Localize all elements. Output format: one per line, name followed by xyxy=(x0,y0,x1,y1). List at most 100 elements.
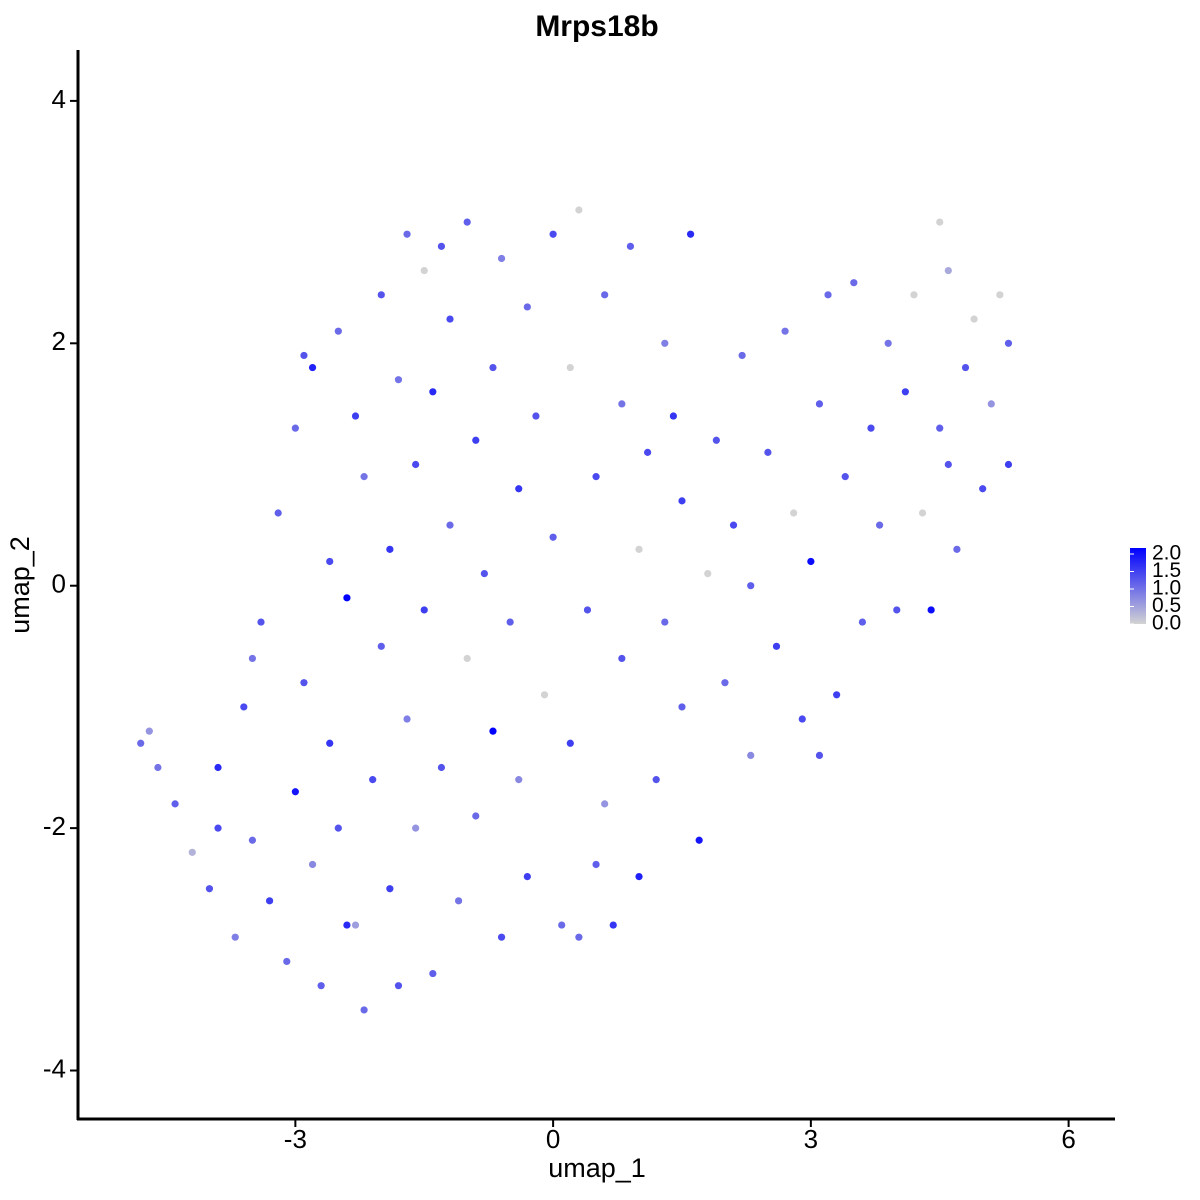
y-tick-label: 2 xyxy=(52,326,66,356)
point xyxy=(523,303,531,311)
point xyxy=(394,982,403,990)
point xyxy=(317,982,325,990)
point xyxy=(601,800,609,808)
point xyxy=(987,400,995,408)
point xyxy=(549,533,557,541)
point xyxy=(463,218,471,226)
point xyxy=(188,848,196,856)
point xyxy=(910,291,918,299)
point xyxy=(523,872,531,881)
point xyxy=(747,582,755,590)
point xyxy=(377,642,385,650)
point xyxy=(669,412,677,420)
point xyxy=(446,521,454,529)
point xyxy=(609,921,617,929)
point xyxy=(575,933,583,941)
point xyxy=(472,812,480,820)
point xyxy=(308,363,317,372)
point xyxy=(712,436,720,444)
point xyxy=(412,460,420,469)
point xyxy=(497,254,506,263)
point xyxy=(729,521,738,529)
point xyxy=(601,291,609,299)
point xyxy=(480,569,488,578)
point xyxy=(300,351,308,360)
point xyxy=(326,739,334,747)
point xyxy=(137,739,145,747)
x-axis-label: umap_1 xyxy=(548,1153,646,1183)
point xyxy=(893,606,901,614)
point xyxy=(850,279,858,287)
point xyxy=(265,897,274,905)
point xyxy=(721,679,729,687)
point xyxy=(369,776,377,784)
point xyxy=(867,424,875,432)
point xyxy=(686,230,695,238)
point xyxy=(970,315,978,323)
colorbar-tick-label: 0.0 xyxy=(1152,612,1181,635)
point xyxy=(231,933,239,941)
point xyxy=(558,921,566,929)
point xyxy=(618,654,626,663)
point xyxy=(351,412,360,420)
point xyxy=(626,242,635,250)
point xyxy=(635,545,643,553)
point xyxy=(1004,460,1013,469)
point xyxy=(343,921,351,929)
point xyxy=(652,776,660,784)
point xyxy=(300,679,308,687)
point xyxy=(437,242,446,250)
point xyxy=(661,618,669,626)
point xyxy=(214,763,222,772)
y-tick-label: -2 xyxy=(43,811,66,841)
point xyxy=(678,703,686,711)
point xyxy=(858,618,867,626)
point xyxy=(489,727,497,735)
point xyxy=(875,521,884,529)
point xyxy=(996,291,1004,299)
point xyxy=(326,557,334,566)
point xyxy=(927,606,935,614)
point xyxy=(420,606,428,614)
point xyxy=(214,824,222,832)
point xyxy=(248,654,257,663)
point xyxy=(360,1006,368,1014)
point xyxy=(738,351,746,360)
point xyxy=(790,509,798,517)
point xyxy=(274,509,282,517)
point xyxy=(798,715,806,723)
point xyxy=(145,727,153,735)
point xyxy=(171,800,179,808)
y-tick-label: -4 xyxy=(43,1053,66,1083)
point xyxy=(815,751,824,759)
point xyxy=(566,363,574,372)
point xyxy=(506,618,514,626)
point xyxy=(394,376,403,384)
point xyxy=(764,448,772,456)
point xyxy=(592,473,600,481)
point xyxy=(497,933,506,941)
point xyxy=(695,836,703,844)
point xyxy=(961,363,970,372)
point xyxy=(291,788,299,796)
point xyxy=(661,339,669,347)
point xyxy=(291,424,299,432)
point xyxy=(918,509,927,517)
point xyxy=(884,339,892,347)
point xyxy=(463,654,471,663)
point xyxy=(308,860,317,869)
point xyxy=(824,291,832,299)
point xyxy=(472,436,480,444)
point xyxy=(566,739,574,747)
point xyxy=(532,412,540,420)
point xyxy=(412,824,420,832)
point xyxy=(334,327,342,335)
point xyxy=(936,424,944,432)
point xyxy=(386,545,394,553)
colorbar-tick-label: 1.0 xyxy=(1152,577,1181,600)
point xyxy=(815,400,824,408)
point xyxy=(549,230,557,238)
point xyxy=(944,266,952,275)
point xyxy=(583,606,592,614)
point xyxy=(240,703,248,711)
